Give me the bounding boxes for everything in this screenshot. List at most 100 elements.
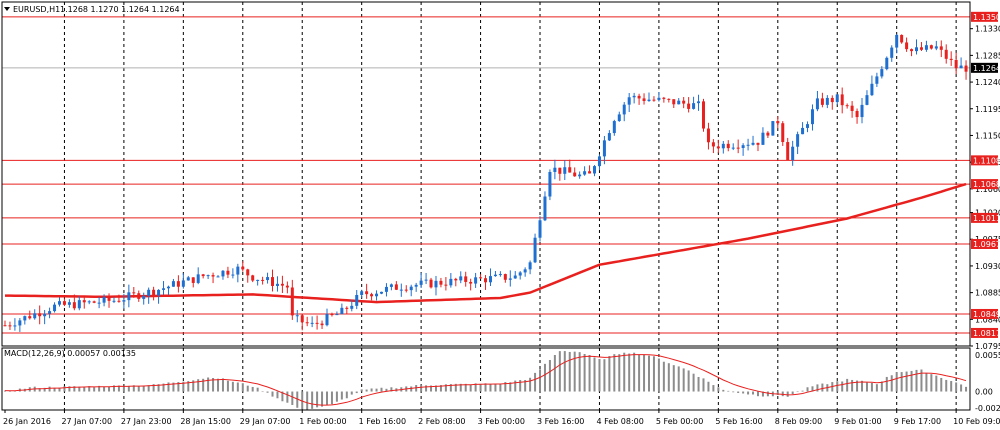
candle-body <box>716 146 720 149</box>
candle-body <box>409 286 413 291</box>
candle-body <box>964 65 968 72</box>
macd-bar <box>266 391 269 393</box>
macd-bar <box>137 386 140 392</box>
macd-bar <box>727 390 730 392</box>
macd-bar <box>628 353 631 392</box>
macd-bar <box>955 382 958 392</box>
candle-body <box>479 277 483 279</box>
candle-body <box>280 283 284 286</box>
macd-bar <box>905 371 908 392</box>
candle-body <box>855 110 859 118</box>
candle-body <box>275 283 279 286</box>
macd-bar <box>558 351 561 392</box>
candle-body <box>612 121 616 134</box>
y-tick-label: 1.1330 <box>975 25 1000 34</box>
candle-body <box>53 304 57 312</box>
macd-bar <box>370 388 373 392</box>
candle-body <box>62 301 66 305</box>
macd-bar <box>766 391 769 397</box>
candle-body <box>528 262 532 270</box>
macd-bar <box>870 382 873 392</box>
candle-body <box>67 302 71 305</box>
macd-bar <box>53 387 56 392</box>
menu-triangle-icon[interactable] <box>4 7 10 11</box>
x-tick-label: 9 Feb 01:00 <box>834 417 881 426</box>
macd-bar <box>851 379 854 392</box>
macd-bar <box>776 391 779 396</box>
y-tick-label: 1.0885 <box>975 289 1000 298</box>
candle-body <box>627 97 631 105</box>
candle-body <box>122 300 126 302</box>
macd-bar <box>63 386 66 392</box>
candle-body <box>890 47 894 58</box>
current-price-tag <box>971 62 998 73</box>
macd-bar <box>226 380 229 392</box>
macd-bar <box>78 386 81 392</box>
macd-bar <box>167 382 170 392</box>
candle-body <box>895 34 899 48</box>
macd-bar <box>613 354 616 392</box>
macd-bar <box>821 383 824 392</box>
macd-bar <box>965 386 968 392</box>
candle-body <box>449 278 453 286</box>
macd-bar <box>291 391 294 405</box>
macd-bar <box>702 378 705 392</box>
candle-body <box>196 274 200 283</box>
macd-bar <box>553 355 556 392</box>
macd-bar <box>439 385 442 392</box>
macd-bar <box>756 391 759 397</box>
y-tick-label: 1.0840 <box>975 315 1000 324</box>
macd-bar <box>83 386 86 392</box>
candle-body <box>593 166 597 174</box>
macd-bar <box>509 382 512 392</box>
macd-bar <box>603 359 606 392</box>
candle-body <box>72 302 76 309</box>
macd-bar <box>360 389 363 392</box>
macd-bar <box>945 379 948 392</box>
macd-bar <box>677 366 680 392</box>
candle-body <box>493 274 497 277</box>
ma-line <box>5 182 967 304</box>
level-tag <box>971 308 998 319</box>
macd-bar <box>212 378 215 392</box>
macd-bar <box>58 387 61 392</box>
candle-body <box>181 280 185 287</box>
candle-body <box>28 316 32 319</box>
macd-bar <box>345 391 348 399</box>
candle-body <box>806 124 810 128</box>
x-tick-label: 3 Feb 00:00 <box>478 417 525 426</box>
macd-bar <box>316 391 319 408</box>
candle-body <box>102 297 106 303</box>
macd-bar <box>484 383 487 392</box>
candle-body <box>166 286 170 289</box>
macd-bar <box>73 386 76 392</box>
candle-body <box>464 276 468 282</box>
macd-bar <box>573 351 576 392</box>
candle-body <box>607 133 611 141</box>
candle-body <box>845 105 849 107</box>
x-tick-label: 28 Jan 15:00 <box>180 417 231 426</box>
macd-bar <box>707 381 710 392</box>
macd-bar <box>410 386 413 392</box>
candle-body <box>18 320 22 326</box>
candle-body <box>241 266 245 270</box>
macd-bar <box>464 383 467 392</box>
candle-body <box>290 287 294 316</box>
horizontal-levels <box>2 16 970 334</box>
macd-bar <box>608 356 611 392</box>
candle-body <box>949 58 953 60</box>
candle-body <box>553 167 557 172</box>
y-tick-label: 1.1285 <box>975 51 1000 60</box>
macd-bar <box>68 386 71 392</box>
macd-bar <box>593 357 596 392</box>
candle-body <box>216 276 220 278</box>
candle-body <box>815 98 819 110</box>
macd-bar <box>430 385 433 392</box>
macd-bar <box>286 391 289 403</box>
candle-body <box>176 281 180 287</box>
macd-bar <box>885 376 888 392</box>
candle-body <box>454 278 458 281</box>
macd-bar <box>875 384 878 392</box>
